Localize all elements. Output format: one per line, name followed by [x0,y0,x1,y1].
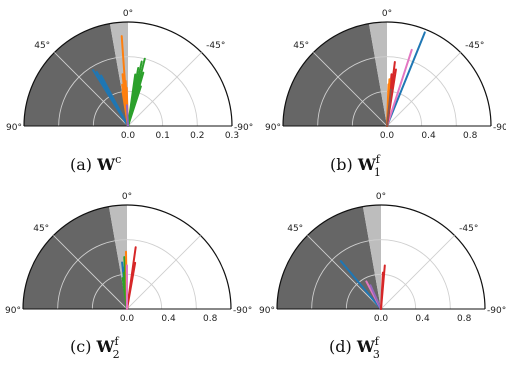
angle-tick-neg45: -45° [465,41,484,51]
angle-tick-neg45: -45° [459,224,478,234]
grid-circle [22,204,232,310]
radial-tick-label: 0.0 [380,131,395,141]
panel-caption: (d) Wf 3 [329,335,380,361]
angle-tick-45: 45° [293,41,309,51]
angle-tick-90: 90° [265,123,281,133]
vector-line [369,284,382,310]
angle-tick-neg90: -90° [234,123,253,133]
grid-spoke [127,52,202,127]
vector-line [380,271,384,310]
grid-circle [345,273,417,310]
grid-spoke [53,235,128,310]
shaded-sector [362,205,381,309]
radial-tick-label: 0.4 [421,131,436,141]
vector-line [386,31,426,127]
vector-line [386,48,413,127]
grid-circle [311,239,451,310]
polar-chart-4: 0° 45° 90° -45° -90° 0.0 0.4 0.8 (d) Wf 3 [259,192,506,361]
panel-caption: (c) Wf 2 [70,335,120,361]
radial-tick-label: 0.0 [120,314,135,324]
grid-circle [92,90,164,127]
angle-tick-45: 45° [287,224,303,234]
polar-chart-3: 0° 45° 90° -90° 0.0 0.4 0.8 (c) Wf 2 [5,192,252,361]
radial-tick-label: 0.1 [156,131,170,141]
radial-tick-label: 0.0 [121,131,136,141]
radial-tick-label: 0.0 [374,314,389,324]
angle-tick-0: 0° [123,9,133,19]
radial-tick-label: 0.8 [457,314,472,324]
grid-spoke [380,235,455,310]
angle-tick-90: 90° [6,123,22,133]
grid-circle [57,239,197,310]
polar-chart-1: 0° 45° 90° -45° -90° 0.0 0.1 0.2 0.3 (a) Wc [6,9,253,174]
grid-spoke [386,52,461,127]
angle-tick-45: 45° [34,41,50,51]
panel-caption: (a) Wc [70,153,121,174]
vector-line [126,261,137,310]
angle-tick-0: 0° [122,192,132,202]
radial-tick-label: 0.4 [161,314,176,324]
radial-tick-label: 0.8 [203,314,218,324]
radial-tick-label: 0.3 [225,131,239,141]
grid-circle [282,21,492,127]
polar-chart-2: 0° 45° 90° -45° -90° 0.0 0.4 0.8 (b) Wf1 [265,9,506,179]
grid-spoke [313,52,388,127]
radial-tick-label: 0.2 [190,131,204,141]
angle-tick-45: 45° [33,224,49,234]
grid-circle [23,21,233,127]
shaded-sector [368,22,387,126]
angle-tick-0: 0° [376,192,386,202]
angle-tick-neg90: -90° [493,123,506,133]
vector-line [125,104,129,127]
grid-spoke [307,235,382,310]
radial-tick-label: 0.8 [463,131,478,141]
angle-tick-90: 90° [5,306,21,316]
vector-line [386,88,392,127]
grid-spoke [54,52,129,127]
vector-line [127,91,138,127]
grid-circle [276,204,486,310]
vector-line [100,74,129,127]
grid-circle [58,56,198,127]
angle-tick-90: 90° [259,306,275,316]
angle-tick-neg90: -90° [233,306,252,316]
grid-spoke [126,235,201,310]
grid-circle [317,56,457,127]
grid-circle [351,90,423,127]
panel-caption: (b) Wf 1 [330,153,381,179]
angle-tick-0: 0° [382,9,392,19]
angle-tick-neg90: -90° [487,306,506,316]
radial-tick-label: 0.4 [415,314,430,324]
angle-tick-neg45: -45° [206,41,225,51]
vector-line [339,260,382,310]
